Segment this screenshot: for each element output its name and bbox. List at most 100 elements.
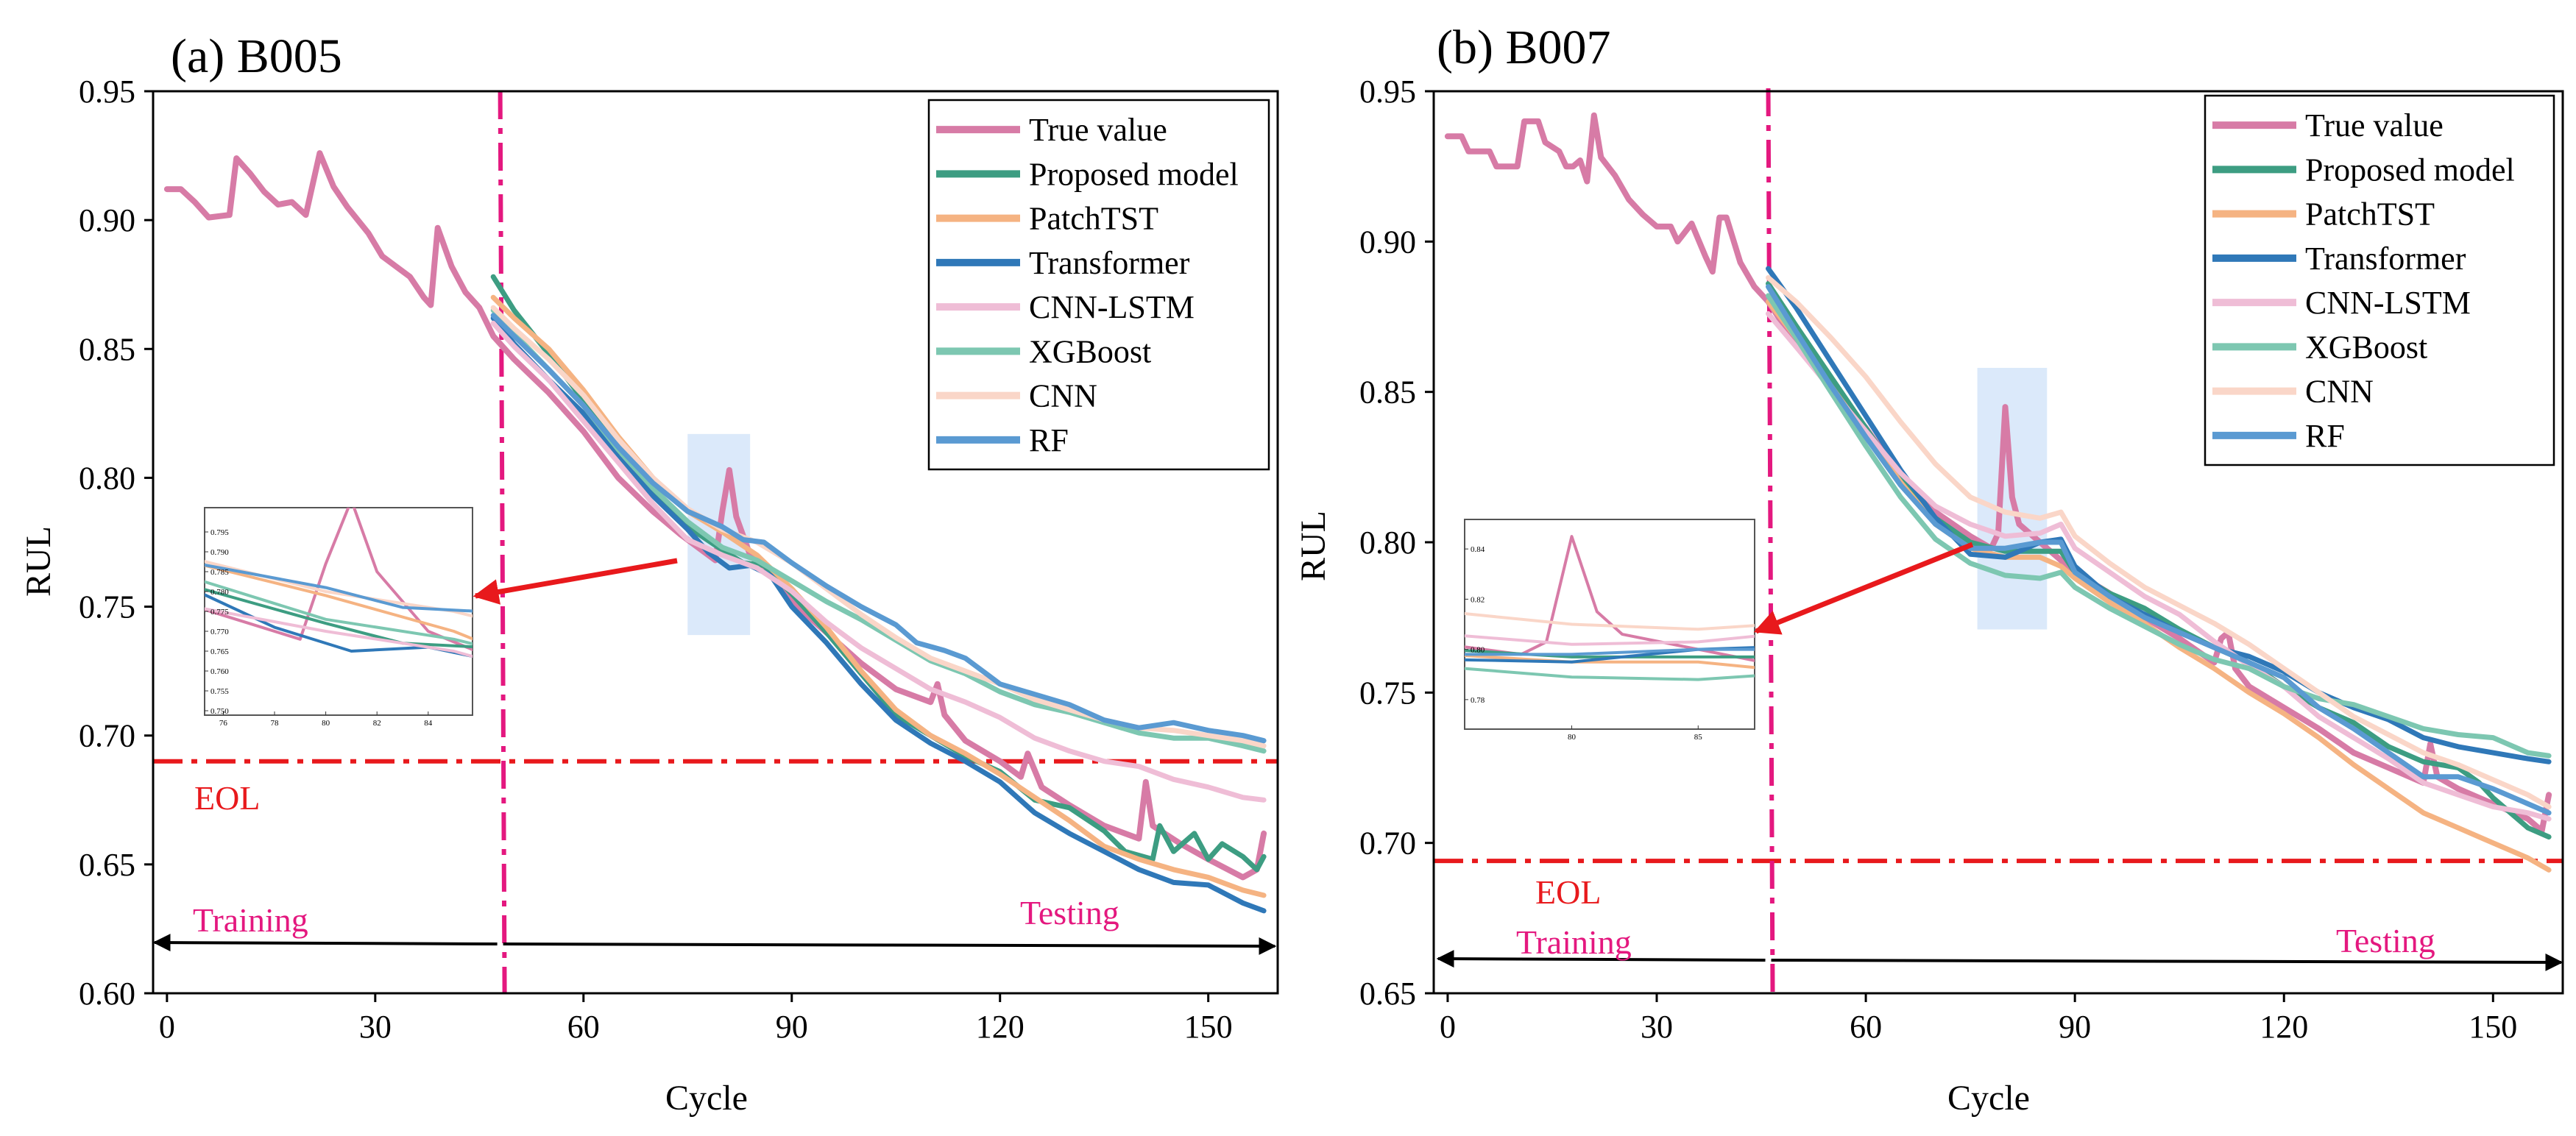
- legend-label: PatchTST: [2305, 196, 2435, 232]
- x-tick-label: 30: [1641, 1009, 1673, 1045]
- inset-y-tick-label: 0.760: [210, 667, 229, 676]
- inset-y-tick-label: 0.765: [210, 647, 229, 656]
- x-tick-label: 30: [359, 1009, 392, 1045]
- series-line-cnn-lstm: [490, 320, 1267, 803]
- inset-series-line: [1465, 634, 1755, 646]
- y-tick-label: 0.95: [1359, 74, 1416, 110]
- testing-span-arrow: [503, 937, 1277, 955]
- y-tick-label: 0.80: [79, 460, 135, 496]
- inset-series-line: [205, 607, 473, 658]
- legend-label: PatchTST: [1029, 201, 1158, 237]
- testing-label: Testing: [2336, 922, 2435, 959]
- training-label: Training: [1516, 923, 1632, 961]
- series-line-xgboost: [1766, 293, 2552, 759]
- legend-label: Transformer: [1029, 245, 1190, 281]
- x-axis-label: Cycle: [665, 1079, 748, 1118]
- training-label: Training: [193, 901, 308, 939]
- inset-y-tick-label: 0.770: [210, 628, 229, 636]
- x-tick-label: 0: [1440, 1009, 1456, 1045]
- legend-label: True value: [2305, 107, 2444, 143]
- legend-label: RF: [2305, 418, 2345, 454]
- x-axis-label: Cycle: [1947, 1079, 2030, 1118]
- inset-series-line: [205, 560, 473, 618]
- y-tick-label: 0.65: [1359, 976, 1416, 1012]
- y-tick-label: 0.85: [1359, 374, 1416, 411]
- inset-x-tick-label: 76: [219, 719, 228, 728]
- inset-y-tick-label: 0.82: [1471, 595, 1485, 604]
- inset-series-line: [1465, 646, 1755, 664]
- inset-x-tick-label: 85: [1694, 733, 1703, 742]
- x-tick-label: 120: [976, 1009, 1025, 1045]
- y-tick-label: 0.90: [1359, 224, 1416, 260]
- y-tick-label: 0.80: [1359, 525, 1416, 561]
- inset-series-group: [205, 508, 473, 658]
- eol-label: EOL: [1535, 873, 1601, 911]
- inset-series-line: [1465, 667, 1755, 681]
- inset-x-tick-label: 82: [373, 719, 381, 728]
- inset-series-line: [205, 580, 473, 646]
- y-tick-label: 0.70: [79, 718, 135, 754]
- series-line-transformer: [490, 315, 1267, 914]
- inset-x-tick-label: 78: [271, 719, 280, 728]
- legend-label: Transformer: [2305, 241, 2466, 277]
- y-tick-label: 0.70: [1359, 826, 1416, 862]
- inset-series-line: [1465, 653, 1755, 670]
- x-tick-label: 0: [159, 1009, 175, 1045]
- inset-y-tick-label: 0.84: [1471, 545, 1485, 554]
- series-line-rf: [1766, 284, 2552, 816]
- series-line-rf: [490, 313, 1267, 744]
- inset-frame: [204, 507, 473, 716]
- inset-series-line: [205, 564, 473, 641]
- x-tick-label: 60: [567, 1009, 600, 1045]
- series-line-cnn-lstm: [1766, 310, 2552, 822]
- legend-box: [2204, 94, 2555, 466]
- y-axis-label: RUL: [19, 526, 58, 597]
- legend-label: XGBoost: [1029, 333, 1151, 369]
- zoom-arrow: [1753, 542, 1974, 635]
- inset-y-tick-label: 0.750: [210, 707, 229, 716]
- inset-x-tick-label: 84: [424, 719, 433, 728]
- inset-series-line: [1465, 647, 1755, 656]
- y-tick-label: 0.75: [79, 589, 135, 625]
- training-span-arrow: [1436, 950, 1766, 968]
- legend-label: Proposed model: [2305, 152, 2515, 188]
- chart-title: (a) B005: [171, 29, 342, 83]
- legend-label: Proposed model: [1029, 156, 1239, 192]
- series-line-cnn: [1766, 274, 2552, 810]
- chart-panel-b005: (a) B005 0 30 60 90 120 150 0.60 0.65 0.70 0.75 0.…: [19, 29, 1279, 1118]
- inset-series-group: [1465, 535, 1755, 681]
- zoom-arrow: [473, 558, 678, 605]
- chart-title: (b) B007: [1437, 21, 1610, 74]
- x-tick-label: 60: [1850, 1009, 1882, 1045]
- train-test-split-line: [498, 90, 507, 994]
- inset-y-tick-label: 0.78: [1471, 696, 1485, 705]
- inset-x-tick-label: 80: [322, 719, 330, 728]
- legend-label: RF: [1029, 422, 1069, 458]
- inset-series-line: [1465, 612, 1755, 631]
- testing-span-arrow: [1771, 953, 2563, 971]
- train-test-split-line: [1766, 88, 1775, 994]
- x-tick-label: 90: [2059, 1009, 2091, 1045]
- inset-y-tick-label: 0.780: [210, 588, 229, 597]
- x-tick-label: 150: [2469, 1009, 2517, 1045]
- x-tick-label: 120: [2260, 1009, 2308, 1045]
- eol-label: EOL: [194, 779, 260, 817]
- plot-frame: [152, 90, 1279, 995]
- training-span-arrow: [152, 934, 498, 952]
- inset-y-tick-label: 0.755: [210, 687, 229, 696]
- chart-panel-b007: (b) B007 0 30 60 90 120 150 0.65 0.70 0.75 0.80 0.…: [1294, 21, 2564, 1118]
- legend-label: CNN-LSTM: [1029, 289, 1195, 325]
- legend-label: True value: [1029, 112, 1167, 148]
- legend-box: [927, 99, 1270, 471]
- legend-label: CNN-LSTM: [2305, 285, 2471, 321]
- y-tick-label: 0.65: [79, 847, 135, 883]
- series-line-true-value: [163, 150, 1267, 881]
- y-tick-label: 0.95: [79, 74, 135, 110]
- inset-series-line: [205, 563, 473, 613]
- inset-y-tick-label: 0.785: [210, 568, 229, 577]
- inset-series-line: [1465, 535, 1755, 662]
- inset-y-tick-label: 0.775: [210, 608, 229, 617]
- inset-y-tick-label: 0.795: [210, 528, 229, 537]
- inset-series-line: [205, 593, 473, 658]
- y-tick-label: 0.60: [79, 976, 135, 1012]
